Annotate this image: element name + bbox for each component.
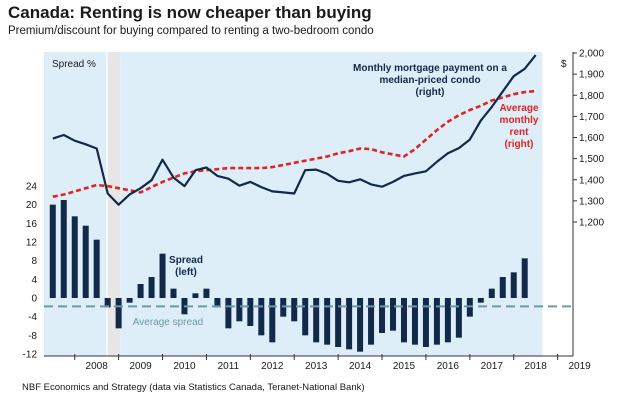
spread-label-line-1: Spread [169,255,203,266]
right-tick-label: 1,500 [579,154,604,165]
spread-bars [49,200,528,352]
spread-bar [335,298,342,347]
right-tick-label: 1,600 [579,133,604,144]
spread-bar [346,298,353,350]
shaded-period-left [44,52,107,356]
right-tick-label: 1,400 [579,175,604,186]
left-axis-ticks: 24 20 16 12 8 4 0 -4 -8 -12 [23,182,38,361]
spread-axis-label: Spread % [52,59,96,70]
spread-bar [324,298,331,345]
x-tick-label: 2014 [349,361,372,372]
source-note: NBF Economics and Strategy (data via Sta… [22,382,365,393]
mortgage-label-line-2: median-priced condo [379,75,480,86]
spread-bar [258,298,265,336]
right-tick-label: 2,000 [579,49,604,60]
spread-annotation: Spread (left) [169,255,203,278]
spread-bar [411,298,418,345]
spread-bar [433,298,440,345]
left-tick-label: 16 [26,219,38,230]
spread-bar [170,288,177,298]
spread-bar [302,298,309,336]
mortgage-label-line-1: Monthly mortgage payment on a [353,63,507,74]
spread-bar [104,298,111,308]
spread-bar [368,298,375,345]
rent-label-line-3: rent [510,127,530,138]
spread-bar [148,277,155,298]
spread-bar [291,298,298,322]
spread-bar [49,204,56,298]
spread-bar [444,298,451,343]
right-tick-label: 1,200 [579,218,604,229]
spread-bar [82,225,89,298]
rent-label-line-4: (right) [505,139,534,150]
chart-subtitle: Premium/discount for buying compared to … [8,25,374,37]
rent-series-line [52,89,536,198]
spread-bar [71,216,78,298]
spread-bar [115,298,122,329]
chart-title: Canada: Renting is now cheaper than buyi… [8,3,372,22]
left-tick-label: -8 [28,331,37,342]
right-tick-label: 1,900 [579,70,604,81]
spread-bar [313,298,320,343]
spread-bar [390,298,397,331]
x-tick-label: 2013 [305,361,328,372]
spread-bar [60,200,67,298]
right-tick-label: 1,300 [579,196,604,207]
right-axis-ticks: 2,000 1,900 1,800 1,700 1,600 1,500 1,400 1,300… [573,49,604,229]
spread-bar [357,298,364,352]
spread-bar [455,298,462,338]
rent-label-line-2: monthly [500,115,539,126]
spread-bar [192,293,199,298]
x-tick-label: 2008 [86,361,109,372]
rent-label-line-1: Average [499,103,539,114]
x-tick-label: 2017 [481,361,504,372]
x-axis-ticks: 2008 2009 2010 2011 2012 2013 2014 2015 2016 2017… [74,354,591,372]
x-tick-label: 2019 [568,361,591,372]
recession-band [107,52,121,356]
right-tick-label: 1,700 [579,112,604,123]
mortgage-series-line [52,54,537,206]
x-tick-label: 2016 [437,361,460,372]
spread-bar [422,298,429,347]
spread-bar [379,298,386,333]
spread-bar [225,298,232,329]
spread-bar [269,298,276,343]
right-tick-label: 1,800 [579,91,604,102]
spread-bar [159,253,166,298]
left-tick-label: 20 [26,200,38,211]
spread-bar [214,298,221,308]
x-tick-label: 2012 [261,361,284,372]
left-tick-label: 4 [31,275,37,286]
spread-bar [499,277,506,298]
left-tick-label: -12 [23,350,38,361]
spread-bar [126,298,133,303]
mortgage-label-line-3: (right) [416,87,445,98]
x-tick-label: 2009 [129,361,152,372]
average-spread-label: Average spread [133,317,203,328]
spread-label-line-2: (left) [175,267,197,278]
spread-bar [488,288,495,298]
spread-bar [521,258,528,298]
left-tick-label: 24 [26,182,38,193]
x-tick-label: 2010 [173,361,196,372]
rent-annotation: Average monthly rent (right) [499,103,539,150]
left-tick-label: 8 [31,256,37,267]
spread-bar [510,272,517,298]
left-tick-label: 0 [31,294,37,305]
spread-bar [477,298,484,303]
left-tick-label: -4 [28,312,37,323]
mortgage-annotation: Monthly mortgage payment on a median-pri… [353,63,507,98]
spread-bar [93,239,100,298]
x-tick-label: 2018 [525,361,548,372]
spread-bar [137,284,144,298]
spread-bar [236,298,243,322]
spread-bar [400,298,407,343]
spread-bar [203,288,210,298]
x-tick-label: 2011 [218,361,240,372]
x-tick-label: 2015 [393,361,416,372]
dollar-axis-label: $ [561,59,567,70]
spread-bar [247,298,254,326]
left-tick-label: 12 [26,238,38,249]
